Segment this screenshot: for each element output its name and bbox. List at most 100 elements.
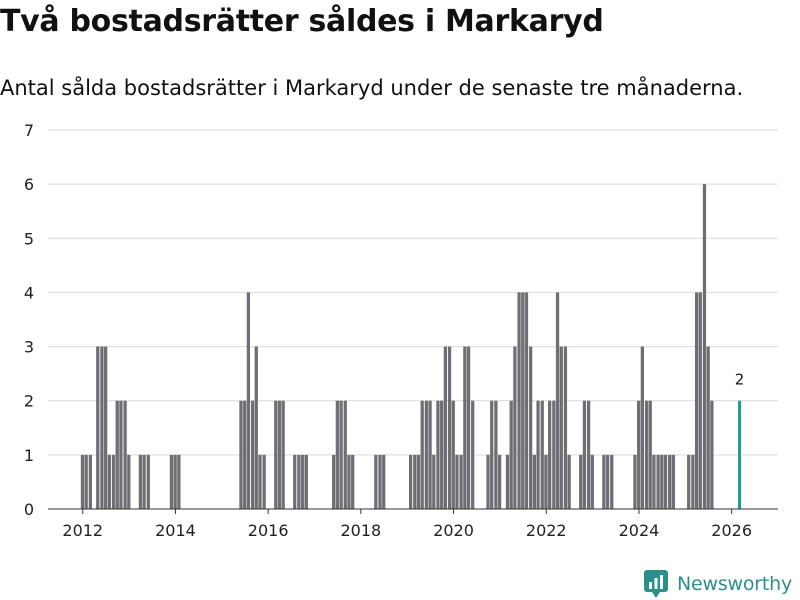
bar-history-73 [548, 400, 552, 509]
bar-history-82 [590, 454, 594, 509]
y-tick-label-6: 6 [24, 175, 34, 194]
bar-history-26 [277, 400, 282, 509]
bar-history-10 [123, 400, 127, 509]
bar-history-8 [115, 400, 119, 509]
y-tick-label-5: 5 [24, 229, 34, 248]
bar-history-77 [563, 346, 568, 509]
bar-history-23 [258, 454, 262, 509]
bar-history-70 [536, 400, 540, 509]
x-tick-label-2026: 2026 [711, 521, 752, 540]
bar-history-59 [490, 400, 494, 509]
y-tick-label-1: 1 [24, 446, 34, 465]
bar-history-16 [173, 454, 177, 509]
bar-history-32 [332, 454, 336, 509]
bar-history-27 [281, 400, 285, 509]
bar-history-65 [517, 292, 521, 509]
bar-history-2 [88, 454, 92, 509]
bar-history-48 [436, 400, 440, 509]
bar-history-57 [471, 400, 475, 509]
bar-history-71 [540, 400, 544, 509]
bar-history-76 [559, 346, 563, 509]
bar-history-61 [497, 454, 502, 509]
bar-history-30 [300, 454, 305, 509]
x-tick-label-2022: 2022 [526, 521, 567, 540]
bar-history-54 [459, 454, 463, 509]
bar-history-28 [293, 454, 297, 509]
bar-history-63 [509, 400, 513, 509]
bar-history-3 [96, 346, 100, 509]
bar-history-64 [513, 346, 517, 509]
bar-history-100 [698, 292, 702, 509]
bar-history-80 [582, 400, 587, 509]
bar-history-93 [660, 454, 664, 509]
bar-history-87 [637, 400, 641, 509]
data-label-latest-0: 2 [735, 371, 745, 389]
y-tick-label-2: 2 [24, 392, 34, 411]
bar-history-14 [146, 454, 150, 509]
bar-history-74 [552, 400, 556, 509]
bar-history-60 [494, 400, 498, 509]
bar-history-98 [691, 454, 695, 509]
bar-history-78 [567, 454, 571, 509]
bar-history-45 [424, 400, 428, 509]
bar-history-20 [246, 292, 251, 509]
bar-history-25 [274, 400, 278, 509]
y-tick-label-3: 3 [24, 338, 34, 357]
bar-history-52 [451, 400, 455, 509]
x-tick-label-2020: 2020 [433, 521, 474, 540]
bar-history-58 [486, 454, 490, 509]
bar-history-43 [416, 454, 421, 509]
bar-history-49 [440, 400, 444, 509]
bar-history-92 [656, 454, 660, 509]
bar-history-79 [579, 454, 583, 509]
bar-history-0 [80, 454, 85, 509]
bar-history-6 [107, 454, 111, 509]
chart-subtitle: Antal sålda bostadsrätter i Markaryd und… [0, 76, 744, 100]
bar-chart: 0 1 2 3 4 5 6 7 2 2012 2014 2016 2018 2020 2022 2024 202… [24, 121, 778, 540]
bar-history-44 [420, 400, 424, 509]
bar-history-66 [521, 292, 525, 509]
bar-history-41 [408, 454, 413, 509]
bar-latest-0 [738, 400, 742, 509]
bar-history-50 [443, 346, 448, 509]
bar-history-88 [640, 346, 644, 509]
bar-history-5 [104, 346, 108, 509]
bar-history-33 [335, 400, 340, 509]
bar-history-69 [532, 454, 536, 509]
bar-history-29 [297, 454, 301, 509]
bar-history-68 [529, 346, 533, 509]
y-tick-label-4: 4 [24, 283, 34, 302]
bar-history-4 [100, 346, 104, 509]
brand-name: Newsworthy [677, 573, 793, 595]
bar-history-56 [466, 346, 471, 509]
bar-history-90 [648, 400, 652, 509]
bar-history-75 [555, 292, 560, 509]
bar-history-9 [119, 400, 123, 509]
bar-history-34 [339, 400, 343, 509]
bar-history-62 [505, 454, 510, 509]
bar-history-38 [374, 454, 378, 509]
bar-history-1 [84, 454, 88, 509]
bar-history-101 [702, 184, 707, 509]
bar-history-31 [304, 454, 308, 509]
bar-history-35 [343, 400, 347, 509]
bar-history-102 [706, 346, 710, 509]
bar-history-97 [687, 454, 691, 509]
bar-history-11 [127, 454, 131, 509]
x-tick-label-2018: 2018 [340, 521, 381, 540]
chart-title: Två bostadsrätter såldes i Markaryd [0, 4, 604, 39]
bar-history-39 [378, 454, 382, 509]
bar-history-17 [177, 454, 181, 509]
bar-history-36 [347, 454, 351, 509]
bar-history-12 [138, 454, 143, 509]
bar-history-103 [710, 400, 714, 509]
bar-history-7 [111, 454, 116, 509]
newsworthy-logo-icon [644, 570, 668, 598]
y-tick-label-7: 7 [24, 121, 34, 140]
bar-history-67 [524, 292, 529, 509]
bar-history-96 [671, 454, 676, 509]
bar-history-81 [586, 400, 591, 509]
bar-history-53 [455, 454, 459, 509]
bar-history-89 [644, 400, 649, 509]
bar-history-94 [663, 454, 668, 509]
